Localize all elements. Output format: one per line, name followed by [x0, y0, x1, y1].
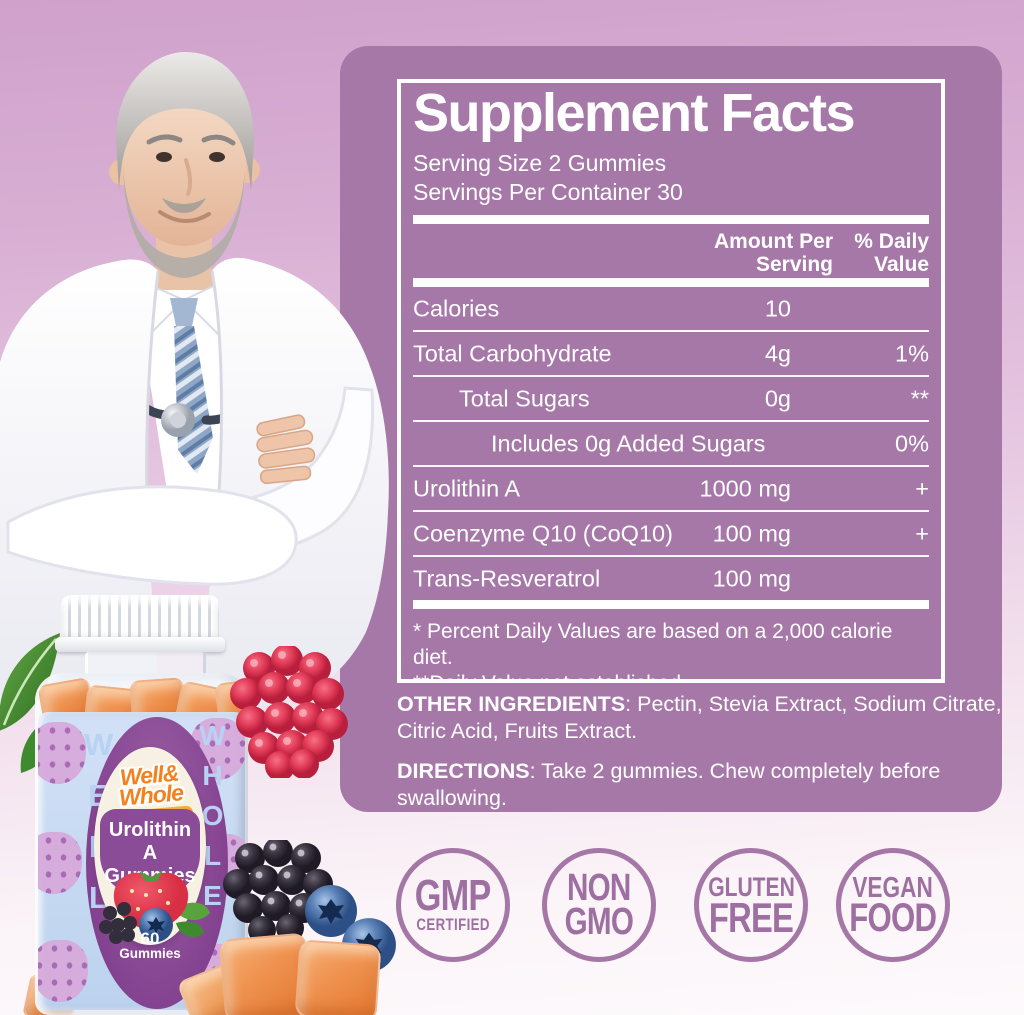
bottle-cap — [61, 595, 219, 645]
footnote-daily-values: * Percent Daily Values are based on a 2,… — [413, 620, 893, 669]
berries-illustration — [99, 871, 210, 944]
raspberry-image — [230, 646, 348, 778]
nutrition-row-added-sugars: Includes 0g Added Sugars 0% — [413, 422, 929, 467]
divider-thick — [413, 215, 929, 224]
nutrition-row-coq10: Coenzyme Q10 (CoQ10) 100 mg + — [413, 512, 929, 557]
bottle-cap-lip — [55, 637, 225, 652]
daily-value-header: % Daily — [854, 230, 929, 253]
gummies-count: 60 Gummies — [119, 929, 181, 961]
blueberry-image — [305, 885, 357, 937]
gummy-cube — [294, 939, 382, 1015]
amount-per-serving-header: Amount Per — [713, 230, 833, 253]
nutrition-row-urolithin: Urolithin A 1000 mg + — [413, 467, 929, 512]
nutrition-row-carbohydrate: Total Carbohydrate 4g 1% — [413, 332, 929, 377]
other-ingredients: OTHER INGREDIENTS: Pectin, Stevia Extrac… — [397, 692, 1002, 743]
badge-gmp-certified: GMP CERTIFIED — [396, 848, 510, 962]
divider-thick — [413, 278, 929, 287]
footnote-dv-not-established: **Daily Value not established. — [413, 671, 929, 679]
supplement-panel: Supplement Facts Serving Size 2 Gummies … — [340, 46, 1002, 812]
bottle-label: WELL WHOLE Well& Whole Urolithin A Gummi… — [38, 712, 245, 1010]
directions: DIRECTIONS: Take 2 gummies. Chew complet… — [397, 759, 941, 810]
divider-thick — [413, 600, 929, 609]
doctor-photo — [0, 52, 389, 710]
strawberry-pattern — [38, 940, 88, 1002]
strawberry-pattern — [38, 832, 82, 894]
nutrition-row-resveratrol: Trans-Resveratrol 100 mg — [413, 565, 791, 591]
product-bottle: WELL WHOLE Well& Whole Urolithin A Gummi… — [30, 595, 252, 1015]
badge-non-gmo: NON GMO — [542, 848, 656, 962]
label-center: Well& Whole Urolithin A Gummies — [94, 747, 210, 961]
badge-vegan-food: VEGAN FOOD — [836, 848, 950, 962]
serving-size: Serving Size 2 Gummies — [413, 150, 667, 176]
supplement-facts-box: Supplement Facts Serving Size 2 Gummies … — [397, 79, 945, 683]
nutrition-row-total-sugars: Total Sugars 0g ** — [413, 377, 929, 422]
nutrition-row-calories: Calories 10 — [413, 287, 929, 332]
badge-gluten-free: GLUTEN FREE — [694, 848, 808, 962]
servings-per-container: Servings Per Container 30 — [413, 179, 683, 205]
strawberry-pattern — [38, 722, 86, 784]
brand-logo: Well& Whole — [117, 759, 184, 811]
nutrition-table-header: Amount Per Serving % Daily Value — [413, 228, 929, 276]
panel-paragraphs: OTHER INGREDIENTS: Pectin, Stevia Extrac… — [397, 691, 1005, 825]
supplement-facts-title: Supplement Facts — [413, 83, 856, 143]
